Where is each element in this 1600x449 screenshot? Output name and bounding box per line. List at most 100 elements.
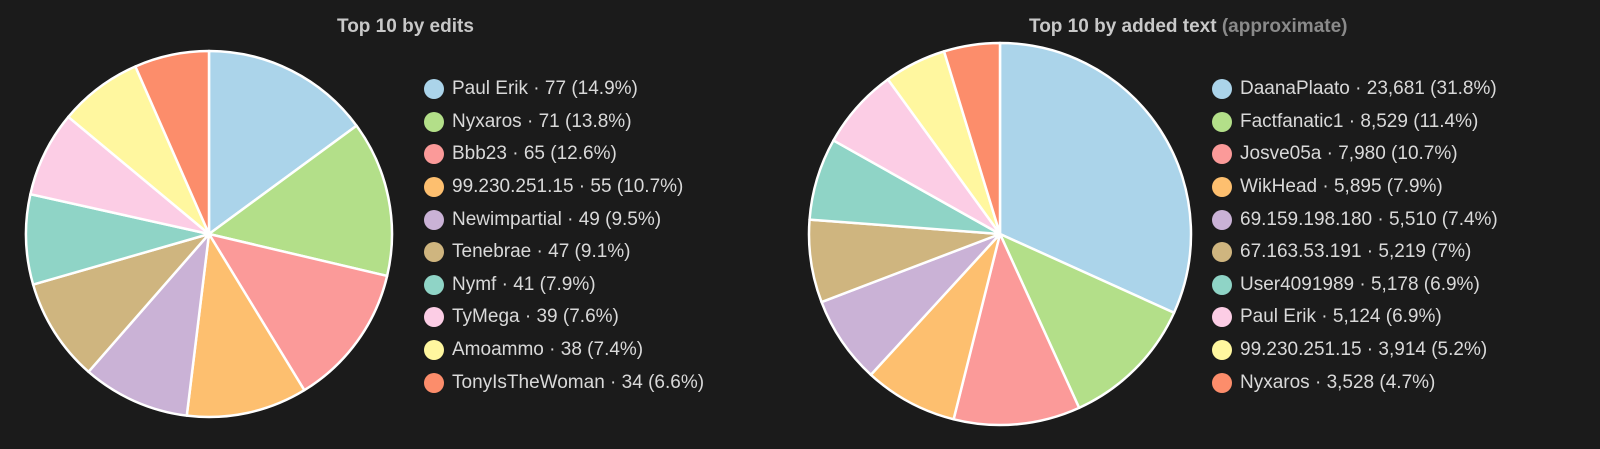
legend-label: 69.159.198.180: [1240, 208, 1373, 230]
legend-swatch-icon: [424, 242, 444, 263]
legend-percent: (7.9%): [1381, 176, 1443, 198]
legend-label: DaanaPlaato: [1240, 78, 1350, 100]
legend-percent: (10.7%): [611, 176, 684, 198]
legend-label: Josve05a: [1240, 143, 1322, 165]
legend-percent: (7.4%): [581, 339, 644, 361]
legend-swatch-icon: [1212, 340, 1232, 361]
legend-value: 39: [536, 306, 558, 328]
edits-legend-item-bbb23[interactable]: Bbb23 · 65 (12.6%): [424, 138, 704, 171]
legend-separator: ·: [1316, 306, 1333, 328]
legend-swatch-icon: [1212, 274, 1232, 295]
edits-slice-tenebrae[interactable]: [31, 232, 211, 374]
legend-separator: ·: [573, 176, 591, 198]
edits-slice-newimpartial[interactable]: [87, 232, 211, 417]
legend-value: 5,510: [1388, 208, 1437, 230]
edits-legend-item-nymf[interactable]: Nymf · 41 (7.9%): [424, 269, 704, 302]
edits-legend-item-paul-erik[interactable]: Paul Erik · 77 (14.9%): [424, 73, 704, 106]
legend-percent: (11.4%): [1407, 110, 1479, 132]
legend-swatch-icon: [424, 111, 444, 132]
legend-swatch-icon: [1212, 111, 1232, 132]
edits-slice-99-230-251-15[interactable]: [185, 232, 306, 419]
added-text-legend-item-paul-erik[interactable]: Paul Erik · 5,124 (6.9%): [1212, 301, 1498, 334]
edits-chart: Top 10 by edits Paul Erik · 77 (14.9%) Ny…: [24, 16, 704, 419]
added-text-slice-wikhead[interactable]: [869, 232, 1002, 421]
edits-slice-bbb23[interactable]: [207, 232, 389, 392]
legend-value: 5,219: [1378, 241, 1426, 263]
added-text-slice-factfanatic1[interactable]: [998, 232, 1176, 410]
edits-legend-item-tenebrae[interactable]: Tenebrae · 47 (9.1%): [424, 236, 704, 269]
legend-swatch-icon: [424, 307, 444, 328]
legend-swatch-icon: [1212, 177, 1232, 198]
added-text-legend-item-josve05a[interactable]: Josve05a · 7,980 (10.7%): [1212, 138, 1498, 171]
legend-percent: (31.8%): [1424, 78, 1497, 100]
added-text-legend-item-69-159-198-180[interactable]: 69.159.198.180 · 5,510 (7.4%): [1212, 203, 1498, 236]
edits-slice-paul-erik[interactable]: [207, 49, 358, 236]
legend-percent: (7%): [1425, 241, 1472, 263]
legend-value: 55: [590, 176, 612, 198]
legend-value: 47: [548, 241, 570, 263]
legend-percent: (5.2%): [1425, 339, 1488, 361]
legend-label: Tenebrae: [452, 241, 532, 263]
edits-slice-nymf[interactable]: [24, 192, 211, 286]
legend-value: 23,681: [1366, 78, 1425, 100]
added-text-slice-nyxaros[interactable]: [942, 41, 1002, 236]
legend-value: 5,178: [1370, 273, 1419, 295]
edits-legend-item-tonyisthewoman[interactable]: TonyIsTheWoman · 34 (6.6%): [424, 366, 704, 399]
legend-percent: (4.7%): [1374, 371, 1436, 393]
legend-percent: (12.6%): [544, 143, 617, 165]
added-text-legend-item-99-230-251-15[interactable]: 99.230.251.15 · 3,914 (5.2%): [1212, 334, 1498, 367]
edits-slice-tonyisthewoman[interactable]: [134, 49, 211, 236]
legend-swatch-icon: [424, 340, 444, 361]
added-text-legend-item-wikhead[interactable]: WikHead · 5,895 (7.9%): [1212, 171, 1498, 204]
legend-value: 65: [523, 143, 545, 165]
added-text-slice-josve05a[interactable]: [952, 232, 1081, 427]
legend-label: Paul Erik: [452, 78, 529, 100]
added-text-legend: DaanaPlaato · 23,681 (31.8%) Factfanatic1…: [1212, 73, 1498, 399]
added-text-legend-item-daanaplaato[interactable]: DaanaPlaato · 23,681 (31.8%): [1212, 73, 1498, 106]
legend-label: TyMega: [452, 306, 520, 328]
legend-value: 71: [538, 110, 560, 132]
added-text-legend-item-user4091989[interactable]: User4091989 · 5,178 (6.9%): [1212, 269, 1498, 302]
legend-separator: ·: [543, 339, 561, 361]
legend-swatch-icon: [424, 79, 444, 100]
legend-swatch-icon: [1212, 307, 1232, 328]
added-text-chart-title-note: (approximate): [1221, 16, 1348, 37]
added-text-legend-item-factfanatic1[interactable]: Factfanatic1 · 8,529 (11.4%): [1212, 106, 1498, 139]
legend-label: Nyxaros: [452, 110, 522, 132]
legend-separator: ·: [1372, 208, 1389, 230]
legend-swatch-icon: [1212, 209, 1232, 230]
legend-swatch-icon: [424, 177, 444, 198]
added-text-slice-daanaplaato[interactable]: [998, 41, 1193, 314]
legend-value: 41: [513, 273, 535, 295]
edits-slice-nyxaros[interactable]: [207, 124, 394, 278]
legend-label: Amoammo: [452, 339, 544, 361]
legend-separator: ·: [528, 78, 545, 100]
legend-swatch-icon: [1212, 372, 1232, 393]
legend-percent: (6.6%): [642, 371, 705, 393]
edits-legend-item-tymega[interactable]: TyMega · 39 (7.6%): [424, 301, 704, 334]
edits-legend-item-amoammo[interactable]: Amoammo · 38 (7.4%): [424, 334, 704, 367]
edits-pie: [24, 49, 394, 419]
edits-legend-item-newimpartial[interactable]: Newimpartial · 49 (9.5%): [424, 203, 704, 236]
legend-separator: ·: [1361, 339, 1379, 361]
legend-separator: ·: [519, 306, 537, 328]
legend-label: TonyIsTheWoman: [452, 371, 605, 393]
legend-percent: (10.7%): [1385, 143, 1458, 165]
legend-label: WikHead: [1240, 176, 1318, 198]
added-text-chart-title: Top 10 by added text (approximate): [1029, 16, 1600, 38]
legend-label: User4091989: [1240, 273, 1355, 295]
edits-legend-item-99-230-251-15[interactable]: 99.230.251.15 · 55 (10.7%): [424, 171, 704, 204]
legend-label: 99.230.251.15: [1240, 339, 1362, 361]
legend-label: Paul Erik: [1240, 306, 1317, 328]
legend-value: 49: [578, 208, 600, 230]
added-text-legend-item-nyxaros[interactable]: Nyxaros · 3,528 (4.7%): [1212, 366, 1498, 399]
legend-separator: ·: [506, 143, 524, 165]
edits-legend-item-nyxaros[interactable]: Nyxaros · 71 (13.8%): [424, 106, 704, 139]
legend-percent: (7.4%): [1436, 208, 1498, 230]
added-text-legend-item-67-163-53-191[interactable]: 67.163.53.191 · 5,219 (7%): [1212, 236, 1498, 269]
legend-separator: ·: [531, 241, 549, 263]
legend-value: 34: [621, 371, 643, 393]
legend-value: 38: [560, 339, 582, 361]
legend-swatch-icon: [424, 274, 444, 295]
legend-value: 5,895: [1333, 176, 1382, 198]
